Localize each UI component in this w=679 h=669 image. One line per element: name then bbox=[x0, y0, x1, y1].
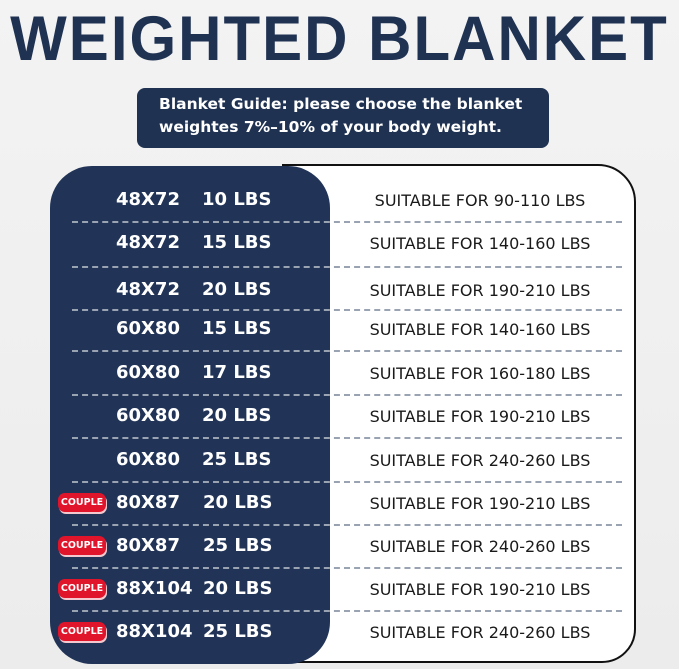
blanket-size: 48X72 bbox=[116, 189, 180, 210]
row-divider bbox=[72, 394, 622, 396]
table-row: 48X72 15 LBS SUITABLE FOR 140-160 LBS bbox=[0, 228, 679, 258]
table-row: COUPLE 80X87 25 LBS SUITABLE FOR 240-260 LB… bbox=[0, 531, 679, 561]
suitable-range: SUITABLE FOR 140-160 LBS bbox=[369, 234, 591, 253]
row-divider bbox=[72, 481, 622, 483]
table-row: 48X72 20 LBS SUITABLE FOR 190-210 LBS bbox=[0, 275, 679, 305]
row-divider bbox=[72, 350, 622, 352]
row-divider bbox=[72, 567, 622, 569]
blanket-weight: 25 LBS bbox=[203, 621, 273, 642]
blanket-weight: 20 LBS bbox=[202, 405, 272, 426]
row-divider bbox=[72, 266, 622, 268]
blanket-weight: 10 LBS bbox=[202, 189, 272, 210]
couple-badge: COUPLE bbox=[58, 493, 106, 512]
blanket-size: 60X80 bbox=[116, 449, 180, 470]
blanket-size: 60X80 bbox=[116, 362, 180, 383]
guide-box: Blanket Guide: please choose the blanket… bbox=[137, 88, 549, 148]
blanket-size: 60X80 bbox=[116, 318, 180, 339]
row-divider bbox=[72, 437, 622, 439]
blanket-weight: 17 LBS bbox=[202, 362, 272, 383]
table-row: 48X72 10 LBS SUITABLE FOR 90-110 LBS bbox=[0, 185, 679, 215]
blanket-size: 80X87 bbox=[116, 535, 180, 556]
row-divider bbox=[72, 610, 622, 612]
row-divider bbox=[72, 309, 622, 311]
table-row: 60X80 17 LBS SUITABLE FOR 160-180 LBS bbox=[0, 358, 679, 388]
guide-line-2: weightes 7%–10% of your body weight. bbox=[159, 118, 502, 136]
blanket-weight: 15 LBS bbox=[202, 318, 272, 339]
suitable-range: SUITABLE FOR 240-260 LBS bbox=[369, 537, 591, 556]
blanket-weight: 25 LBS bbox=[202, 449, 272, 470]
row-divider bbox=[72, 221, 622, 223]
page-title: WEIGHTED BLANKET bbox=[10, 3, 669, 74]
table-row: COUPLE 88X104 20 LBS SUITABLE FOR 190-210 L… bbox=[0, 574, 679, 604]
row-divider bbox=[72, 524, 622, 526]
blanket-size: 88X104 bbox=[116, 621, 193, 642]
suitable-range: SUITABLE FOR 190-210 LBS bbox=[369, 580, 591, 599]
couple-badge: COUPLE bbox=[58, 579, 106, 598]
blanket-weight: 20 LBS bbox=[202, 279, 272, 300]
blanket-size: 48X72 bbox=[116, 232, 180, 253]
couple-badge: COUPLE bbox=[58, 622, 106, 641]
suitable-range: SUITABLE FOR 90-110 LBS bbox=[374, 191, 586, 210]
blanket-size: 80X87 bbox=[116, 492, 180, 513]
table-row: 60X80 25 LBS SUITABLE FOR 240-260 LBS bbox=[0, 445, 679, 475]
suitable-range: SUITABLE FOR 190-210 LBS bbox=[369, 407, 591, 426]
couple-badge: COUPLE bbox=[58, 536, 106, 555]
blanket-weight: 20 LBS bbox=[203, 492, 273, 513]
table-row: COUPLE 88X104 25 LBS SUITABLE FOR 240-260 L… bbox=[0, 617, 679, 647]
guide-line-1: Blanket Guide: please choose the blanket bbox=[159, 95, 523, 113]
suitable-range: SUITABLE FOR 140-160 LBS bbox=[369, 320, 591, 339]
table-row: 60X80 15 LBS SUITABLE FOR 140-160 LBS bbox=[0, 314, 679, 344]
blanket-size: 60X80 bbox=[116, 405, 180, 426]
suitable-range: SUITABLE FOR 240-260 LBS bbox=[369, 623, 591, 642]
blanket-weight: 20 LBS bbox=[203, 578, 273, 599]
suitable-range: SUITABLE FOR 160-180 LBS bbox=[369, 364, 591, 383]
table-card bbox=[282, 164, 636, 663]
blanket-weight: 15 LBS bbox=[202, 232, 272, 253]
table-row: 60X80 20 LBS SUITABLE FOR 190-210 LBS bbox=[0, 401, 679, 431]
suitable-range: SUITABLE FOR 240-260 LBS bbox=[369, 451, 591, 470]
suitable-range: SUITABLE FOR 190-210 LBS bbox=[369, 281, 591, 300]
blanket-weight: 25 LBS bbox=[203, 535, 273, 556]
blanket-size: 88X104 bbox=[116, 578, 193, 599]
suitable-range: SUITABLE FOR 190-210 LBS bbox=[369, 494, 591, 513]
table-row: COUPLE 80X87 20 LBS SUITABLE FOR 190-210 LB… bbox=[0, 488, 679, 518]
blanket-size: 48X72 bbox=[116, 279, 180, 300]
